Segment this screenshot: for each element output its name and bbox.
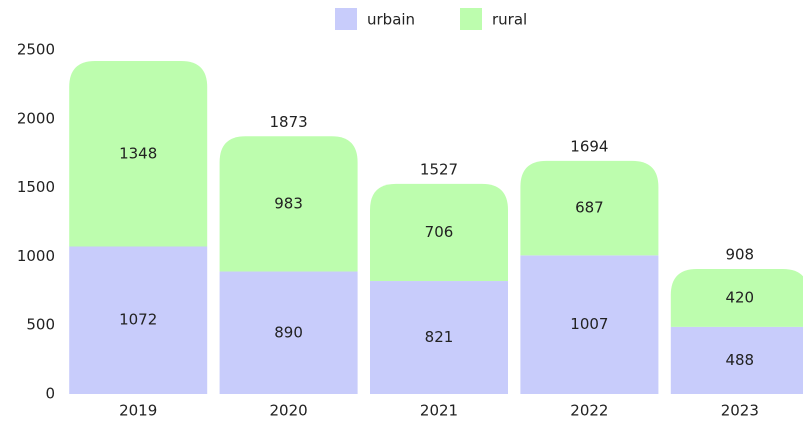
y-tick-label: 1000 xyxy=(17,247,55,265)
bar-segment xyxy=(670,326,803,394)
bar-segment xyxy=(69,246,208,394)
total-label: 1694 xyxy=(570,137,608,155)
bar-segment xyxy=(370,183,508,282)
bar-segment xyxy=(69,61,208,247)
legend-label: rural xyxy=(492,11,527,29)
bar-segment xyxy=(520,255,659,394)
value-label: 1348 xyxy=(119,144,157,162)
y-tick-label: 1500 xyxy=(17,178,55,196)
bar-segment xyxy=(670,269,803,327)
value-label: 488 xyxy=(725,351,754,369)
legend-swatch xyxy=(460,8,482,30)
value-label: 687 xyxy=(575,199,604,217)
value-label: 1007 xyxy=(570,315,608,333)
y-tick-label: 0 xyxy=(45,385,55,403)
value-label: 1072 xyxy=(119,311,157,329)
y-tick-label: 2500 xyxy=(17,41,55,59)
bar-segment xyxy=(370,281,508,394)
x-tick-label: 2020 xyxy=(270,402,308,420)
value-label: 983 xyxy=(274,194,303,212)
y-tick-label: 500 xyxy=(26,316,55,334)
bar-segment xyxy=(219,136,358,272)
x-tick-label: 2021 xyxy=(420,402,458,420)
value-label: 420 xyxy=(725,288,754,306)
bar-segment xyxy=(520,160,659,256)
bar-segment xyxy=(219,271,358,394)
legend-swatch xyxy=(335,8,357,30)
total-label: 908 xyxy=(725,246,754,264)
x-tick-label: 2023 xyxy=(721,402,759,420)
total-label: 1527 xyxy=(420,160,458,178)
total-label: 1873 xyxy=(270,113,308,131)
x-tick-label: 2019 xyxy=(119,402,157,420)
y-tick-label: 2000 xyxy=(17,109,55,127)
value-label: 890 xyxy=(274,323,303,341)
legend-label: urbain xyxy=(367,11,415,29)
value-label: 706 xyxy=(425,223,454,241)
x-tick-label: 2022 xyxy=(570,402,608,420)
value-label: 821 xyxy=(425,328,454,346)
